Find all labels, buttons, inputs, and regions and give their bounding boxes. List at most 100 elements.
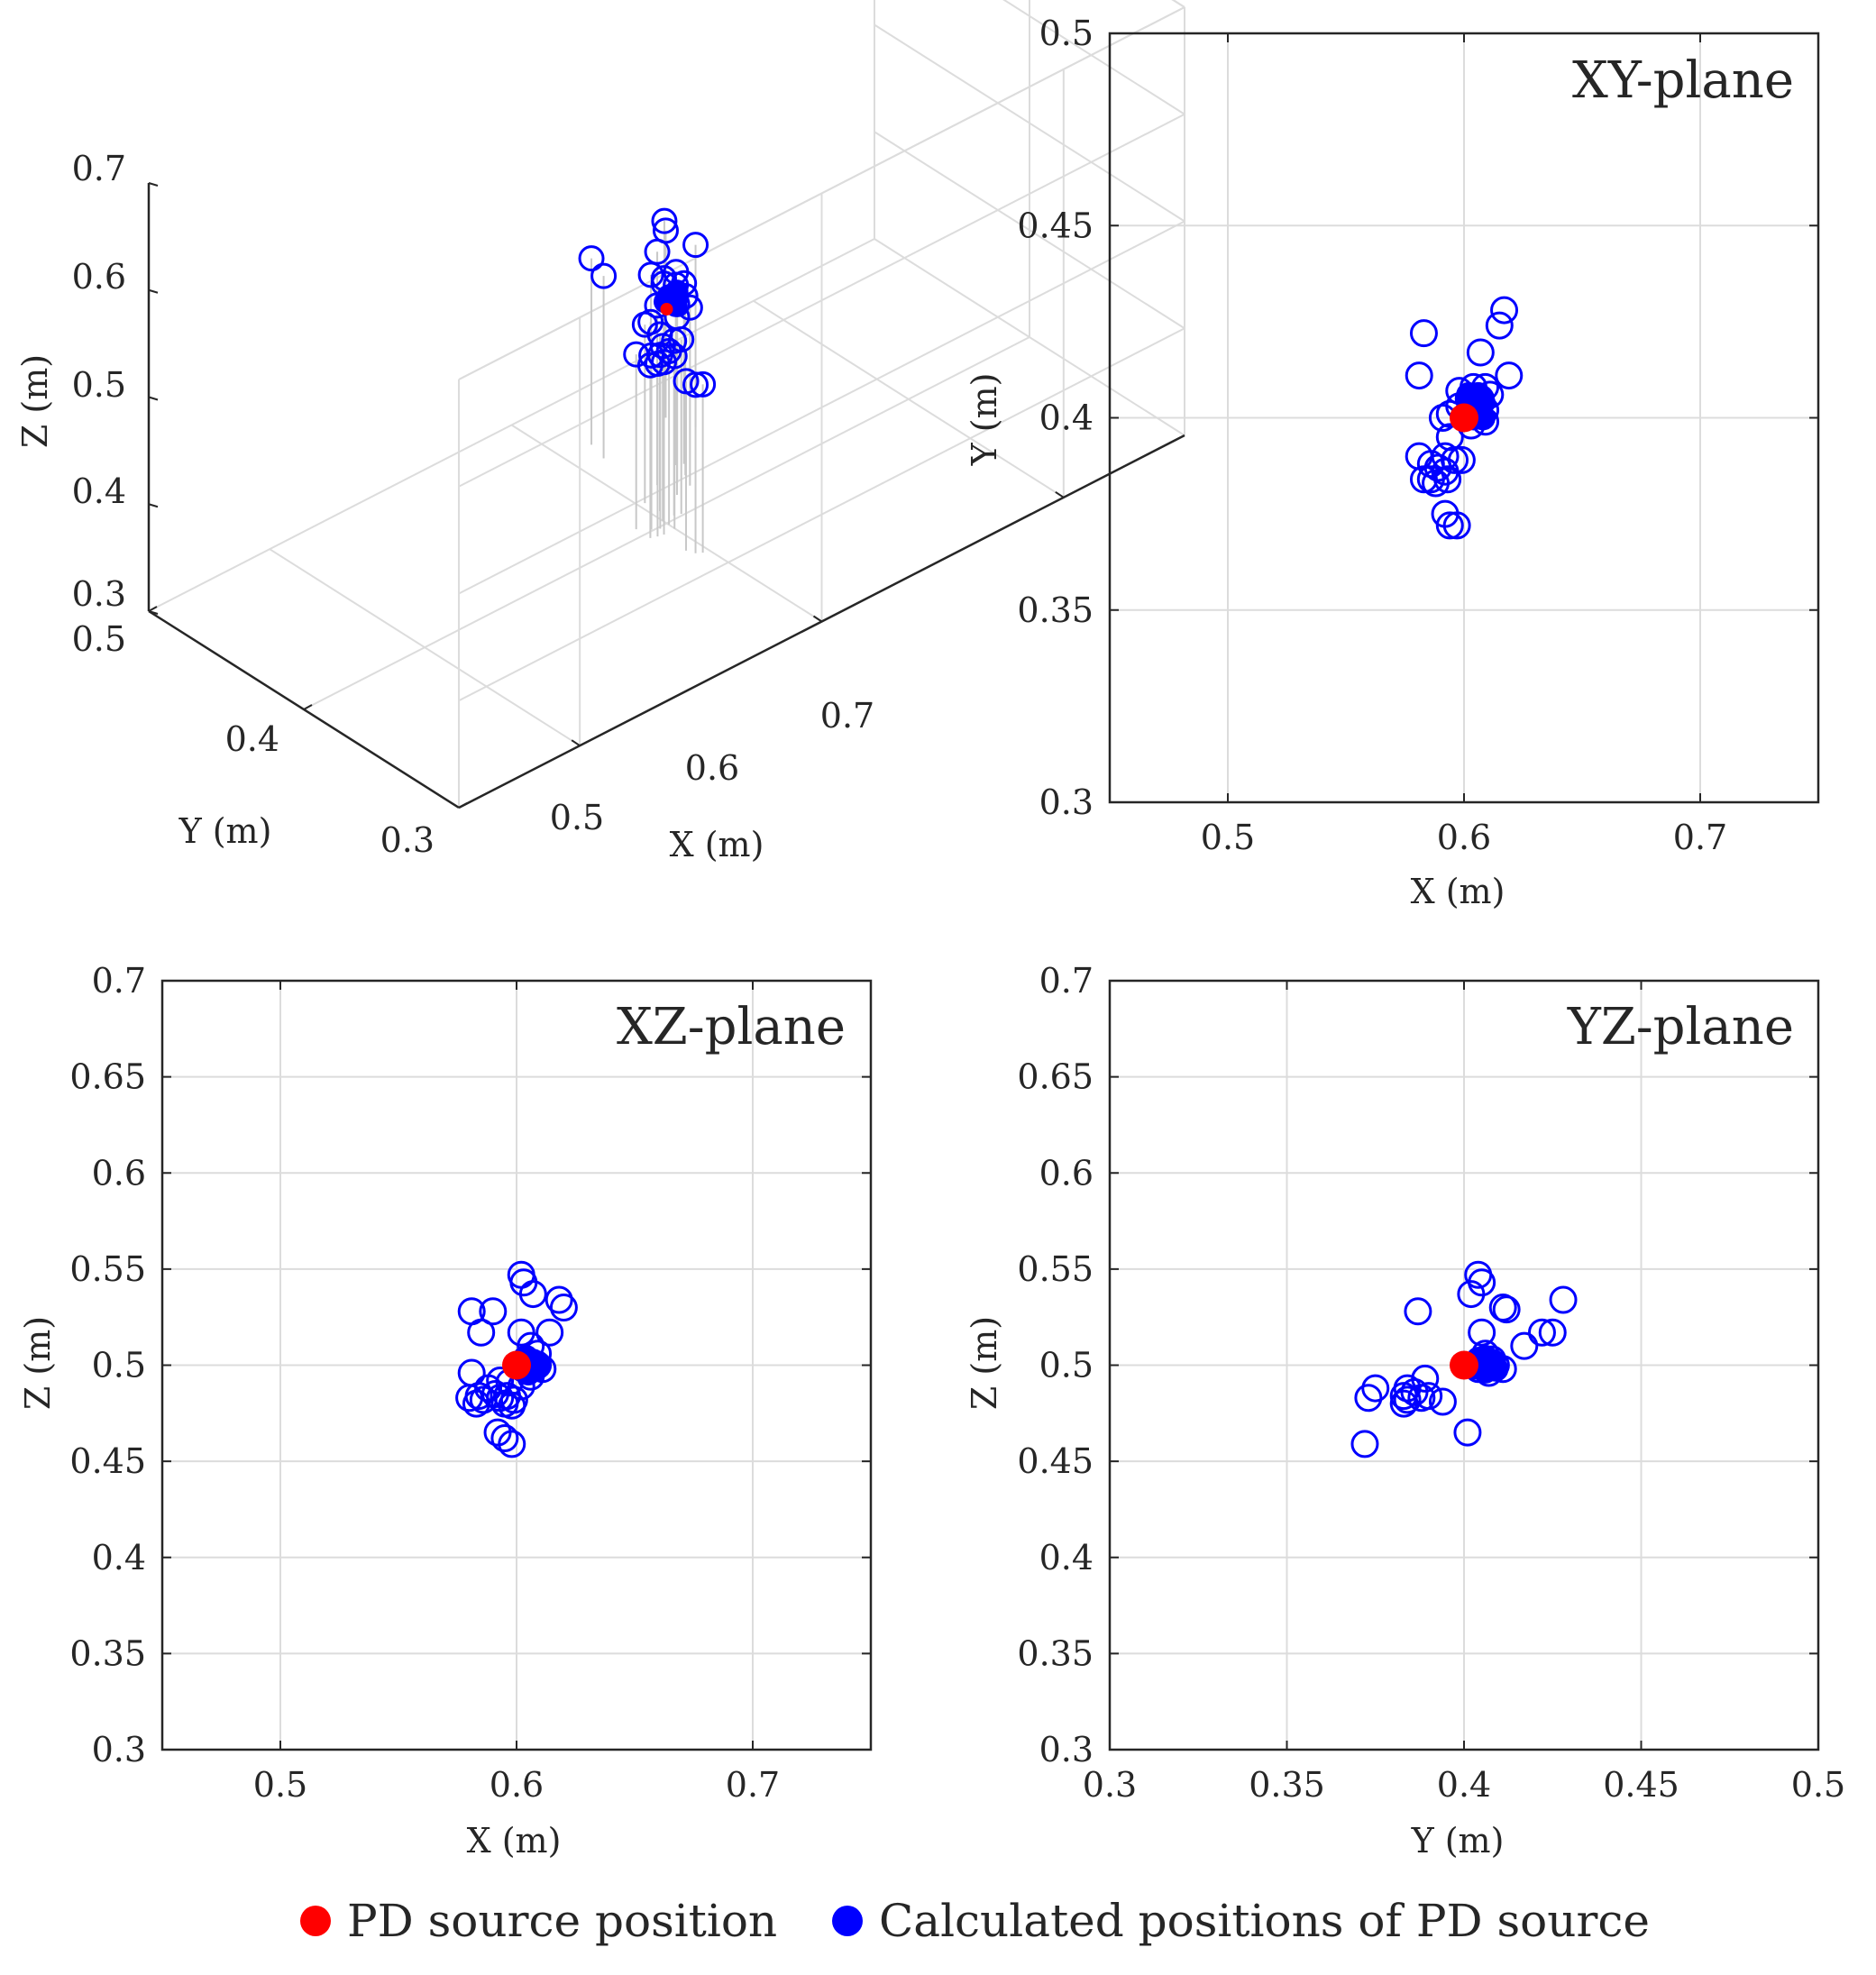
yz-plane-title: YZ-plane [1567, 998, 1794, 1056]
y-tick-label: 0.4 [1039, 398, 1094, 438]
source-point [660, 303, 673, 315]
y-tick-label: 0.65 [69, 1057, 146, 1097]
legend: PD source position Calculated positions … [300, 1895, 1650, 1947]
yz-tick-labels: 0.3 0.35 0.4 0.45 0.5 0.3 0.35 0.4 0.45 0.5 0.55 0.… [1017, 961, 1845, 1805]
calculated-point [1468, 1318, 1496, 1347]
y-tick-label: 0.35 [1017, 590, 1094, 630]
calculated-point [1389, 1382, 1418, 1411]
wall-grid-line [458, 327, 1185, 702]
wall-grid-line [874, 131, 1185, 330]
calculated-point [535, 1318, 564, 1347]
calculated-point [1361, 1374, 1390, 1403]
x-tick-label: 0.6 [490, 1765, 544, 1805]
source-point [1450, 1350, 1478, 1380]
xz-plane-title: XZ-plane [617, 998, 846, 1056]
z-tick-mark [148, 288, 159, 294]
y-tick-label: 0.4 [92, 1538, 146, 1577]
3d-ztick: 0.5 [72, 365, 126, 405]
y-tick-label: 0.45 [1017, 206, 1094, 245]
calculated-point [1433, 465, 1462, 494]
calculated-point [1405, 361, 1433, 390]
calculated-point [1409, 465, 1438, 494]
calculated-point [1488, 1294, 1517, 1322]
y-tick-label: 0.55 [69, 1249, 146, 1289]
y-tick-mark [458, 802, 468, 809]
legend-source-marker [300, 1906, 331, 1936]
calculated-point [1407, 1384, 1436, 1413]
y-tick-label: 0.6 [1039, 1153, 1094, 1193]
calculated-point [457, 1358, 486, 1387]
calculated-point [1495, 361, 1524, 390]
3d-xlabel: X (m) [670, 825, 764, 864]
calculated-point [661, 343, 688, 370]
y-tick-mark [148, 606, 158, 612]
calculated-point [1435, 511, 1464, 540]
calculated-point [1485, 311, 1514, 340]
calculated-point [1457, 1280, 1486, 1309]
z-tick-mark [148, 610, 159, 615]
wall-grid-line [874, 23, 1185, 223]
calculated-point [682, 232, 709, 259]
calculated-point [455, 1384, 484, 1413]
z-tick-mark [148, 503, 159, 508]
x-tick-mark [571, 739, 581, 746]
xz-plane-panel: 0.5 0.6 0.7 0.3 0.35 0.4 0.45 0.5 0.55 0.6 0.65 0.7… [18, 961, 873, 1861]
calculated-point [1350, 1430, 1379, 1458]
y-tick-label: 0.3 [1039, 782, 1094, 822]
3d-zlabel: Z (m) [15, 354, 55, 448]
wall-grid-line [458, 220, 1185, 595]
x-tick-mark [1055, 491, 1065, 498]
z-tick-mark [148, 182, 159, 187]
legend-calculated-marker [832, 1906, 863, 1936]
calculated-point [544, 1285, 573, 1314]
calculated-point [1416, 465, 1445, 494]
calculated-point [1354, 1384, 1383, 1413]
xy-plane-title: XY-plane [1572, 51, 1794, 110]
x-tick-label: 0.5 [1201, 818, 1255, 857]
yz-plane-panel: 0.3 0.35 0.4 0.45 0.5 0.3 0.35 0.4 0.45 0.5 0.55 0.… [965, 961, 1845, 1861]
calculated-point [1549, 1285, 1578, 1314]
x-tick-mark [812, 615, 823, 623]
yz-ylabel: Z (m) [965, 1316, 1004, 1410]
xz-ylabel: Z (m) [18, 1316, 58, 1410]
y-tick-mark [303, 704, 313, 710]
y-tick-label: 0.45 [69, 1441, 146, 1481]
calculated-point [1490, 296, 1519, 325]
calculated-point [518, 1280, 547, 1309]
source-point [1450, 403, 1478, 433]
xy-xlabel: X (m) [1411, 872, 1505, 911]
x-tick-label: 0.7 [1673, 818, 1727, 857]
x-tick-label: 0.5 [253, 1765, 307, 1805]
calculated-point [637, 261, 664, 288]
3d-xtick: 0.7 [820, 696, 874, 736]
scatter-3d-panel: Z (m) Y (m) X (m) 0.7 0.6 0.5 0.4 0.3 0.… [15, 0, 1185, 864]
3d-grid-lines [148, 0, 1185, 809]
yz-axes-box [1108, 979, 1820, 1751]
calculated-point [1393, 1385, 1422, 1414]
3d-ztick: 0.3 [72, 574, 126, 614]
calculated-point [1389, 1389, 1418, 1418]
y-tick-label: 0.5 [1039, 14, 1094, 53]
wall-grid-line [874, 238, 1185, 436]
calculated-point [578, 245, 605, 272]
calculated-point [1404, 1297, 1432, 1326]
calculated-point [676, 294, 703, 321]
3d-ztick: 0.6 [72, 257, 126, 297]
xy-ylabel: Y (m) [965, 373, 1004, 467]
3d-axes [147, 182, 1185, 809]
calculated-point [467, 1318, 496, 1347]
xy-tick-labels: 0.5 0.6 0.7 0.3 0.35 0.4 0.45 0.5 [1017, 14, 1727, 857]
calculated-point [651, 207, 678, 234]
3d-ytick: 0.5 [72, 619, 126, 659]
calculated-point [1492, 1295, 1521, 1324]
y-tick-label: 0.3 [1039, 1730, 1094, 1769]
3d-xtick: 0.6 [685, 748, 739, 788]
y-tick-label: 0.3 [92, 1730, 146, 1769]
calculated-point [682, 371, 709, 398]
y-tick-label: 0.45 [1017, 1441, 1094, 1481]
floor-grid-line [303, 336, 1030, 710]
z-tick-mark [148, 396, 159, 401]
calculated-point [549, 1294, 578, 1322]
3d-ylabel: Y (m) [178, 811, 272, 851]
